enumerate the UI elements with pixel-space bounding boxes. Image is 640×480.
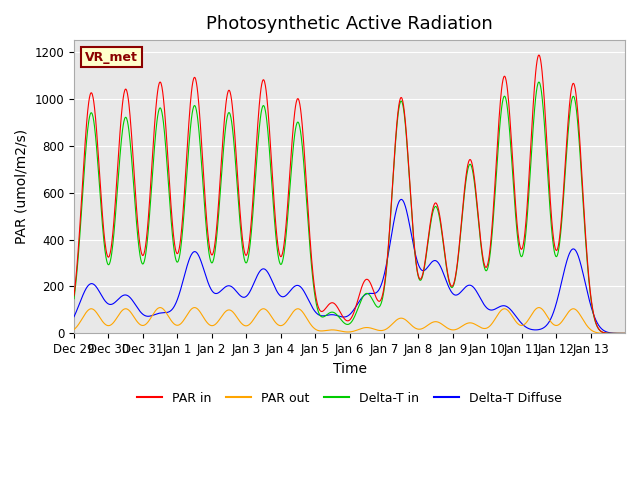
Title: Photosynthetic Active Radiation: Photosynthetic Active Radiation — [206, 15, 493, 33]
X-axis label: Time: Time — [333, 362, 367, 376]
Legend: PAR in, PAR out, Delta-T in, Delta-T Diffuse: PAR in, PAR out, Delta-T in, Delta-T Dif… — [132, 386, 567, 409]
Y-axis label: PAR (umol/m2/s): PAR (umol/m2/s) — [15, 129, 29, 244]
Text: VR_met: VR_met — [85, 51, 138, 64]
